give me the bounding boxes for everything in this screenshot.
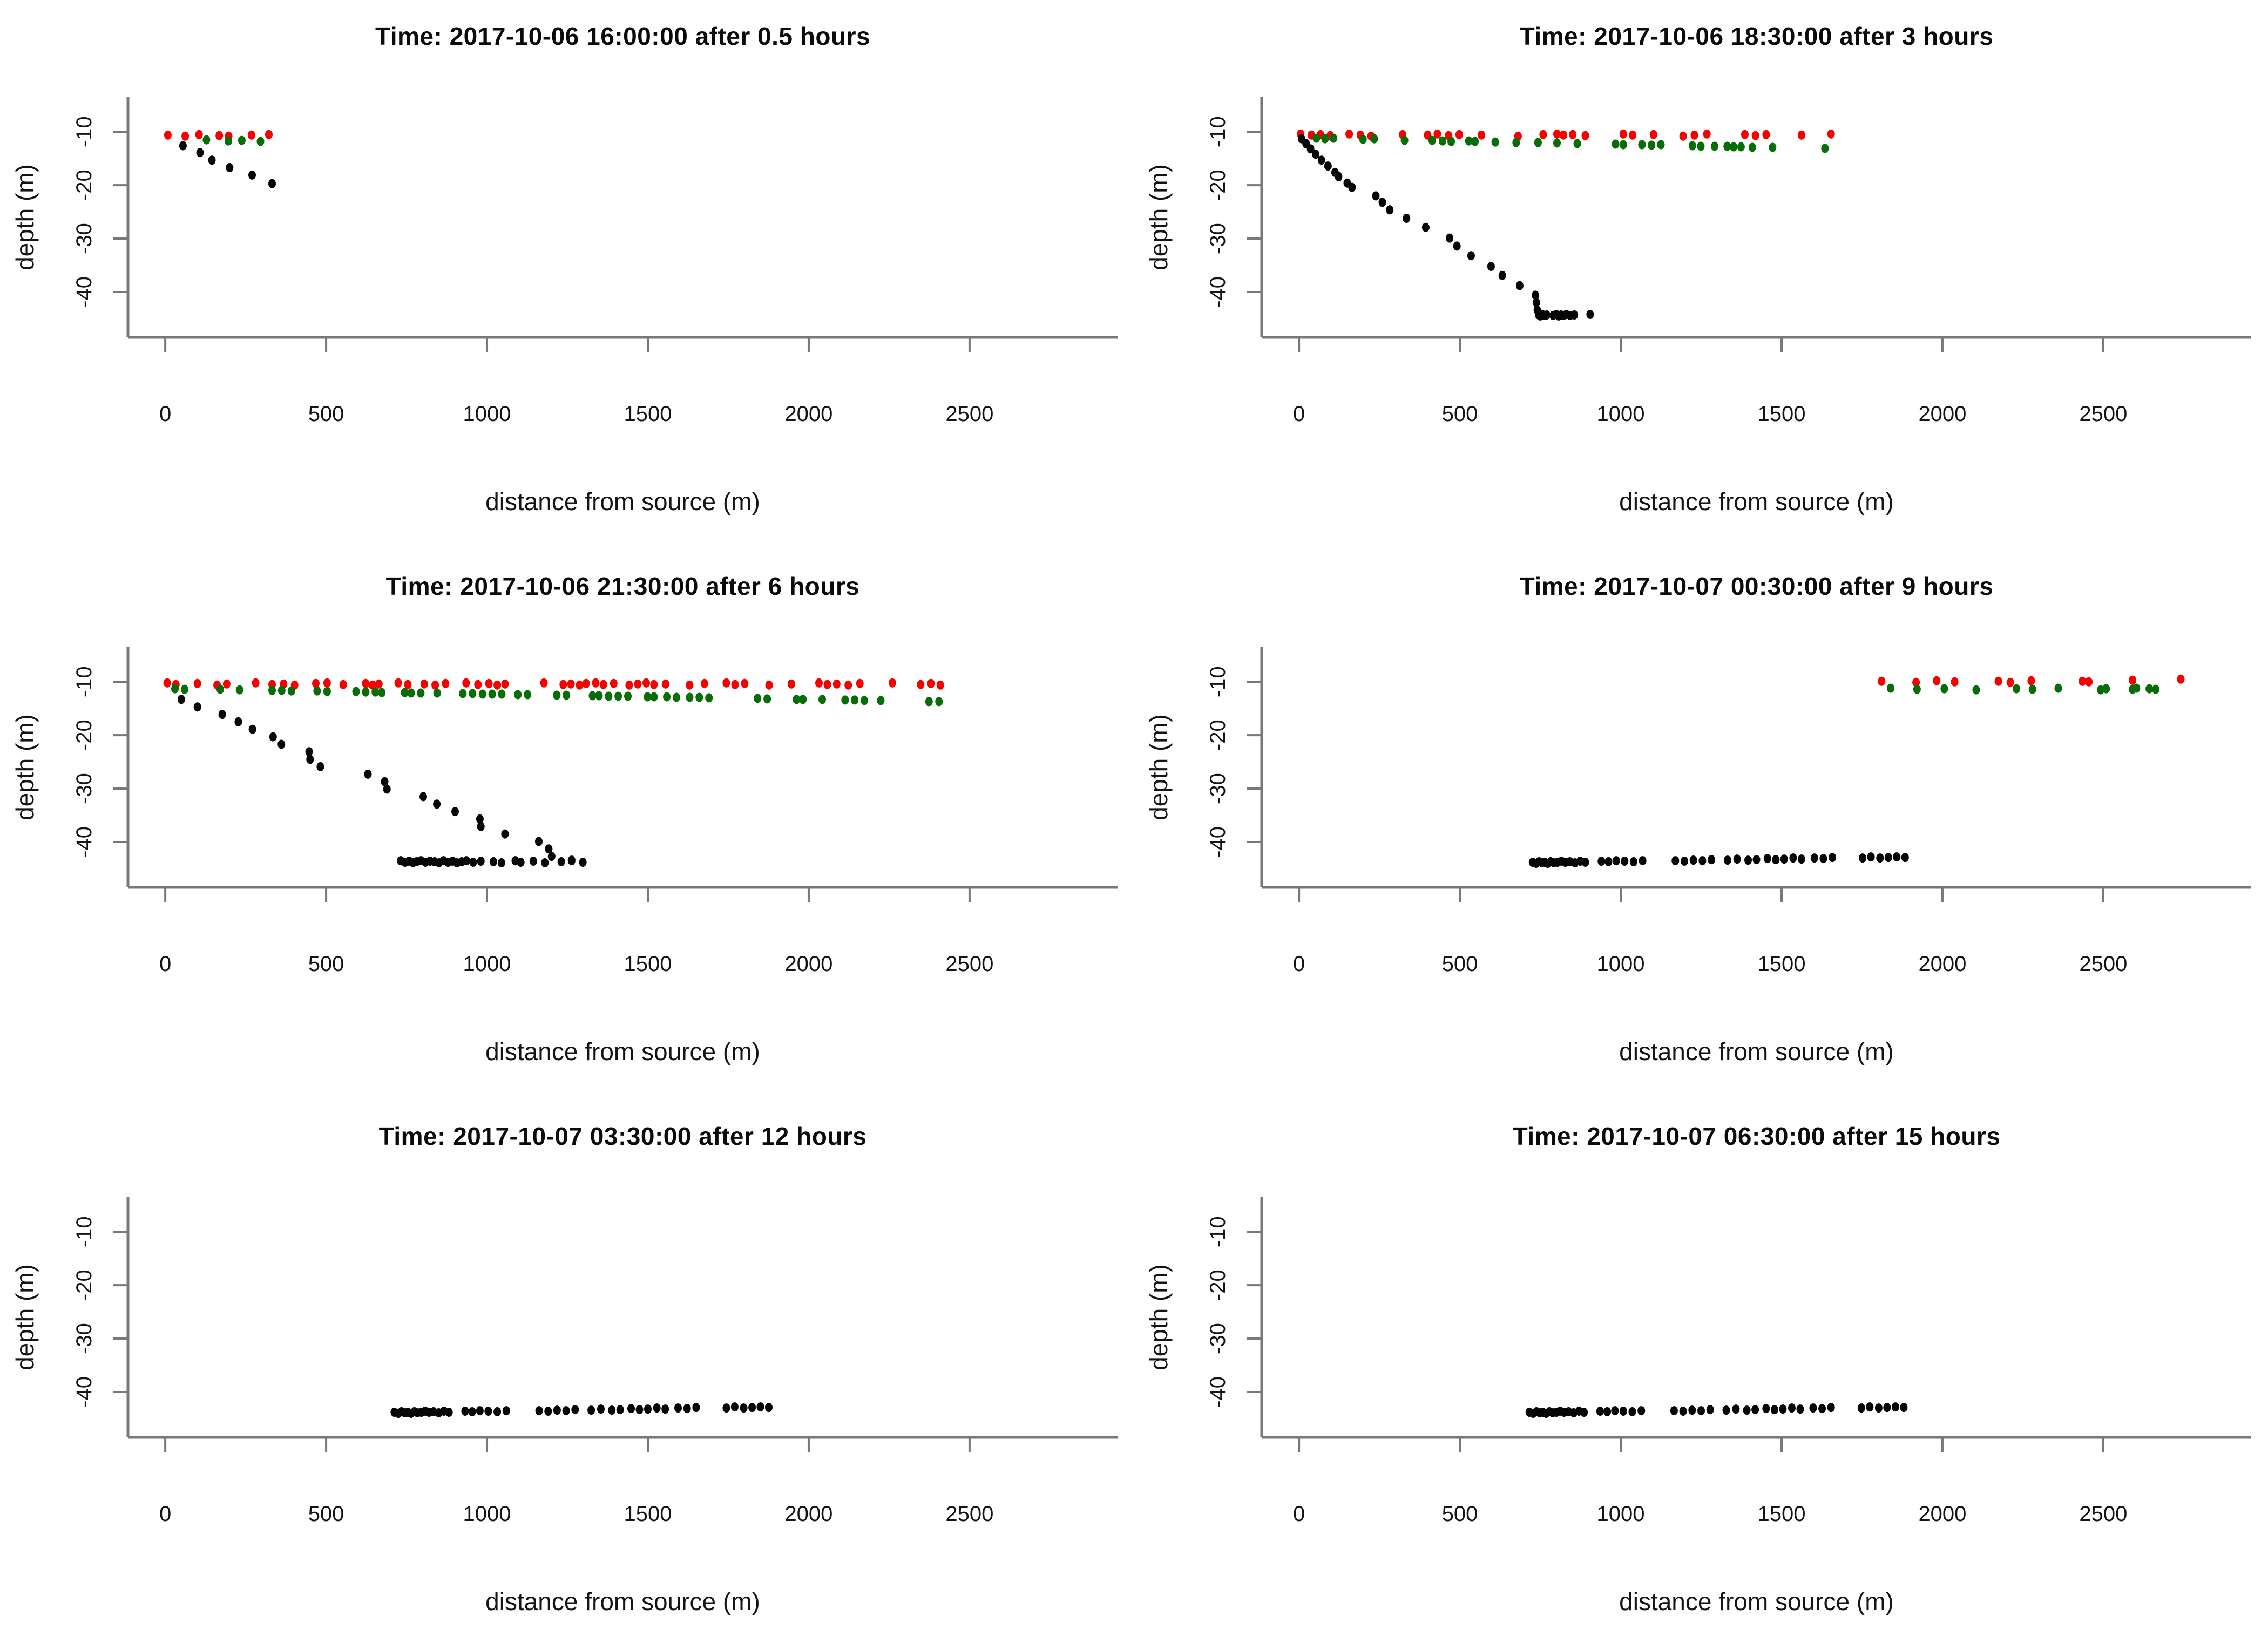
svg-text:2500: 2500 <box>945 402 993 426</box>
svg-text:-40: -40 <box>72 276 96 308</box>
svg-text:2000: 2000 <box>784 1502 832 1526</box>
svg-text:2000: 2000 <box>1918 402 1966 426</box>
svg-text:-10: -10 <box>1206 666 1230 697</box>
svg-text:-40: -40 <box>1206 1376 1230 1408</box>
svg-text:2000: 2000 <box>784 952 832 976</box>
plot-title: Time: 2017-10-06 16:00:00 after 0.5 hour… <box>375 22 871 50</box>
svg-text:distance from source (m): distance from source (m) <box>485 1037 760 1065</box>
plot-panel-6: Time: 2017-10-07 06:30:00 after 15 hours… <box>1134 1100 2267 1650</box>
svg-text:2000: 2000 <box>1918 952 1966 976</box>
scatter-plot: 0 500 1000 1500 2000 2500 -10 -20 -30 -40 distance… <box>1145 647 2251 1065</box>
svg-text:distance from source (m): distance from source (m) <box>1619 1037 1894 1065</box>
svg-text:-20: -20 <box>1206 1269 1230 1301</box>
svg-text:500: 500 <box>308 952 344 976</box>
scatter-plot: 0 500 1000 1500 2000 2500 -10 -20 -30 -40 distance… <box>11 1197 1118 1615</box>
svg-text:-30: -30 <box>1206 223 1230 254</box>
svg-text:500: 500 <box>1442 1502 1478 1526</box>
svg-text:0: 0 <box>159 952 171 976</box>
svg-text:-40: -40 <box>72 1376 96 1408</box>
plot-panel-5: Time: 2017-10-07 03:30:00 after 12 hours… <box>0 1100 1134 1650</box>
svg-text:1500: 1500 <box>1757 402 1805 426</box>
svg-text:depth (m): depth (m) <box>1145 1264 1173 1370</box>
svg-text:1500: 1500 <box>1757 952 1805 976</box>
svg-text:-30: -30 <box>72 1323 96 1354</box>
plot-panel-1: Time: 2017-10-06 16:00:00 after 0.5 hour… <box>0 0 1134 550</box>
svg-text:1000: 1000 <box>1597 402 1645 426</box>
svg-text:2500: 2500 <box>2079 402 2127 426</box>
scatter-plot: 0 500 1000 1500 2000 2500 -10 -20 -30 -40 distance… <box>11 647 1118 1065</box>
svg-text:1500: 1500 <box>624 1502 672 1526</box>
plot-title: Time: 2017-10-07 03:30:00 after 12 hours <box>378 1122 867 1150</box>
svg-text:0: 0 <box>1293 1502 1305 1526</box>
svg-text:2000: 2000 <box>784 402 832 426</box>
plot-panel-4: Time: 2017-10-07 00:30:00 after 9 hours … <box>1134 550 2267 1100</box>
svg-text:2500: 2500 <box>2079 1502 2127 1526</box>
svg-text:0: 0 <box>159 1502 171 1526</box>
svg-text:-20: -20 <box>72 169 96 201</box>
svg-text:500: 500 <box>1442 402 1478 426</box>
scatter-plot: 0 500 1000 1500 2000 2500 -10 -20 -30 -40 distance… <box>11 97 1118 515</box>
svg-text:-20: -20 <box>72 719 96 751</box>
svg-text:0: 0 <box>1293 952 1305 976</box>
plot-title: Time: 2017-10-07 06:30:00 after 15 hours <box>1512 1122 2001 1150</box>
svg-text:500: 500 <box>308 1502 344 1526</box>
svg-text:0: 0 <box>159 402 171 426</box>
plot-title: Time: 2017-10-06 21:30:00 after 6 hours <box>385 572 860 600</box>
svg-text:-10: -10 <box>72 116 96 147</box>
plot-panel-2: Time: 2017-10-06 18:30:00 after 3 hours … <box>1134 0 2267 550</box>
svg-text:depth (m): depth (m) <box>1145 714 1173 820</box>
svg-text:1000: 1000 <box>1597 1502 1645 1526</box>
svg-text:2500: 2500 <box>945 952 993 976</box>
svg-text:-10: -10 <box>1206 1216 1230 1247</box>
svg-text:2500: 2500 <box>945 1502 993 1526</box>
svg-text:depth (m): depth (m) <box>11 1264 39 1370</box>
scatter-plot: 0 500 1000 1500 2000 2500 -10 -20 -30 -40 distance… <box>1145 97 2251 515</box>
svg-text:distance from source (m): distance from source (m) <box>485 487 760 515</box>
svg-text:distance from source (m): distance from source (m) <box>485 1587 760 1615</box>
svg-text:-20: -20 <box>72 1269 96 1301</box>
svg-text:1500: 1500 <box>624 402 672 426</box>
svg-text:1000: 1000 <box>1597 952 1645 976</box>
svg-text:1000: 1000 <box>463 1502 511 1526</box>
svg-text:1000: 1000 <box>463 952 511 976</box>
svg-text:1500: 1500 <box>1757 1502 1805 1526</box>
svg-text:1000: 1000 <box>463 402 511 426</box>
plot-panel-3: Time: 2017-10-06 21:30:00 after 6 hours … <box>0 550 1134 1100</box>
svg-text:-40: -40 <box>1206 826 1230 858</box>
svg-text:-20: -20 <box>1206 719 1230 751</box>
svg-text:-20: -20 <box>1206 169 1230 201</box>
svg-text:2000: 2000 <box>1918 1502 1966 1526</box>
plot-title: Time: 2017-10-06 18:30:00 after 3 hours <box>1519 22 1994 50</box>
scatter-plot: 0 500 1000 1500 2000 2500 -10 -20 -30 -40 distance… <box>1145 1197 2251 1615</box>
svg-text:distance from source (m): distance from source (m) <box>1619 487 1894 515</box>
svg-text:-40: -40 <box>72 826 96 858</box>
svg-text:depth (m): depth (m) <box>1145 164 1173 270</box>
svg-text:0: 0 <box>1293 402 1305 426</box>
svg-text:-30: -30 <box>72 223 96 254</box>
svg-text:-40: -40 <box>1206 276 1230 308</box>
svg-text:2500: 2500 <box>2079 952 2127 976</box>
svg-text:-30: -30 <box>72 773 96 804</box>
svg-text:500: 500 <box>308 402 344 426</box>
svg-text:distance from source (m): distance from source (m) <box>1619 1587 1894 1615</box>
svg-text:-30: -30 <box>1206 773 1230 804</box>
svg-text:-30: -30 <box>1206 1323 1230 1354</box>
svg-text:-10: -10 <box>72 1216 96 1247</box>
svg-text:depth (m): depth (m) <box>11 714 39 820</box>
svg-text:500: 500 <box>1442 952 1478 976</box>
svg-text:-10: -10 <box>1206 116 1230 147</box>
svg-text:1500: 1500 <box>624 952 672 976</box>
svg-text:depth (m): depth (m) <box>11 164 39 270</box>
svg-text:-10: -10 <box>72 666 96 697</box>
plot-title: Time: 2017-10-07 00:30:00 after 9 hours <box>1519 572 1994 600</box>
